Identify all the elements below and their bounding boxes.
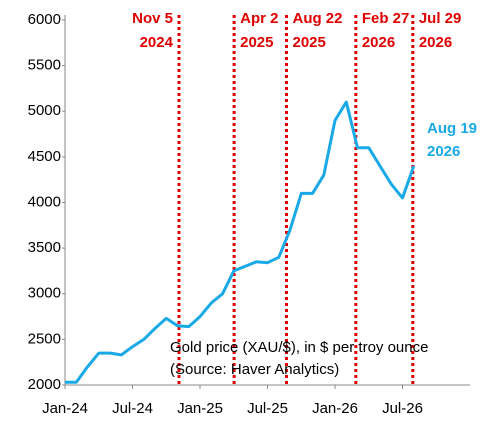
event-label: Aug 22 <box>292 10 342 27</box>
x-tick-label: Jul-24 <box>112 400 153 417</box>
x-tick-label: Jan-25 <box>177 400 223 417</box>
end-label: 2026 <box>427 143 460 160</box>
y-tick-label: 5000 <box>28 102 61 119</box>
event-label: 2025 <box>240 34 273 51</box>
event-label: 2026 <box>362 34 395 51</box>
event-label: Jul 29 <box>419 10 462 27</box>
y-tick-label: 2000 <box>28 376 61 393</box>
annotation: Gold price (XAU/$), in $ per troy ounce <box>170 339 428 356</box>
event-label: 2024 <box>140 34 174 51</box>
x-tick-label: Jul-26 <box>382 400 423 417</box>
event-label: Nov 5 <box>132 10 173 27</box>
y-tick-label: 4000 <box>28 193 61 210</box>
y-tick-label: 3000 <box>28 285 61 302</box>
x-tick-label: Jul-25 <box>247 400 288 417</box>
event-label: 2026 <box>419 34 452 51</box>
y-tick-label: 3500 <box>28 239 61 256</box>
x-tick-label: Jan-26 <box>312 400 358 417</box>
series-line <box>65 100 416 384</box>
y-tick-label: 6000 <box>28 11 61 28</box>
annotation: (Source: Haver Analytics) <box>170 361 339 378</box>
event-label: 2025 <box>292 34 325 51</box>
event-label: Feb 27 <box>362 10 410 27</box>
x-tick-label: Jan-24 <box>42 400 88 417</box>
y-tick-label: 5500 <box>28 57 61 74</box>
y-tick-label: 4500 <box>28 148 61 165</box>
event-label: Apr 2 <box>240 10 278 27</box>
end-label: Aug 19 <box>427 120 477 137</box>
y-tick-label: 2500 <box>28 330 61 347</box>
